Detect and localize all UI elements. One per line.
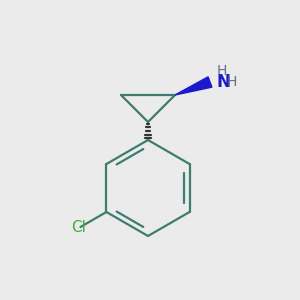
- Text: H: H: [217, 64, 227, 78]
- Text: H: H: [227, 75, 237, 89]
- Text: N: N: [216, 73, 230, 91]
- Text: Cl: Cl: [71, 220, 86, 235]
- Polygon shape: [175, 77, 212, 95]
